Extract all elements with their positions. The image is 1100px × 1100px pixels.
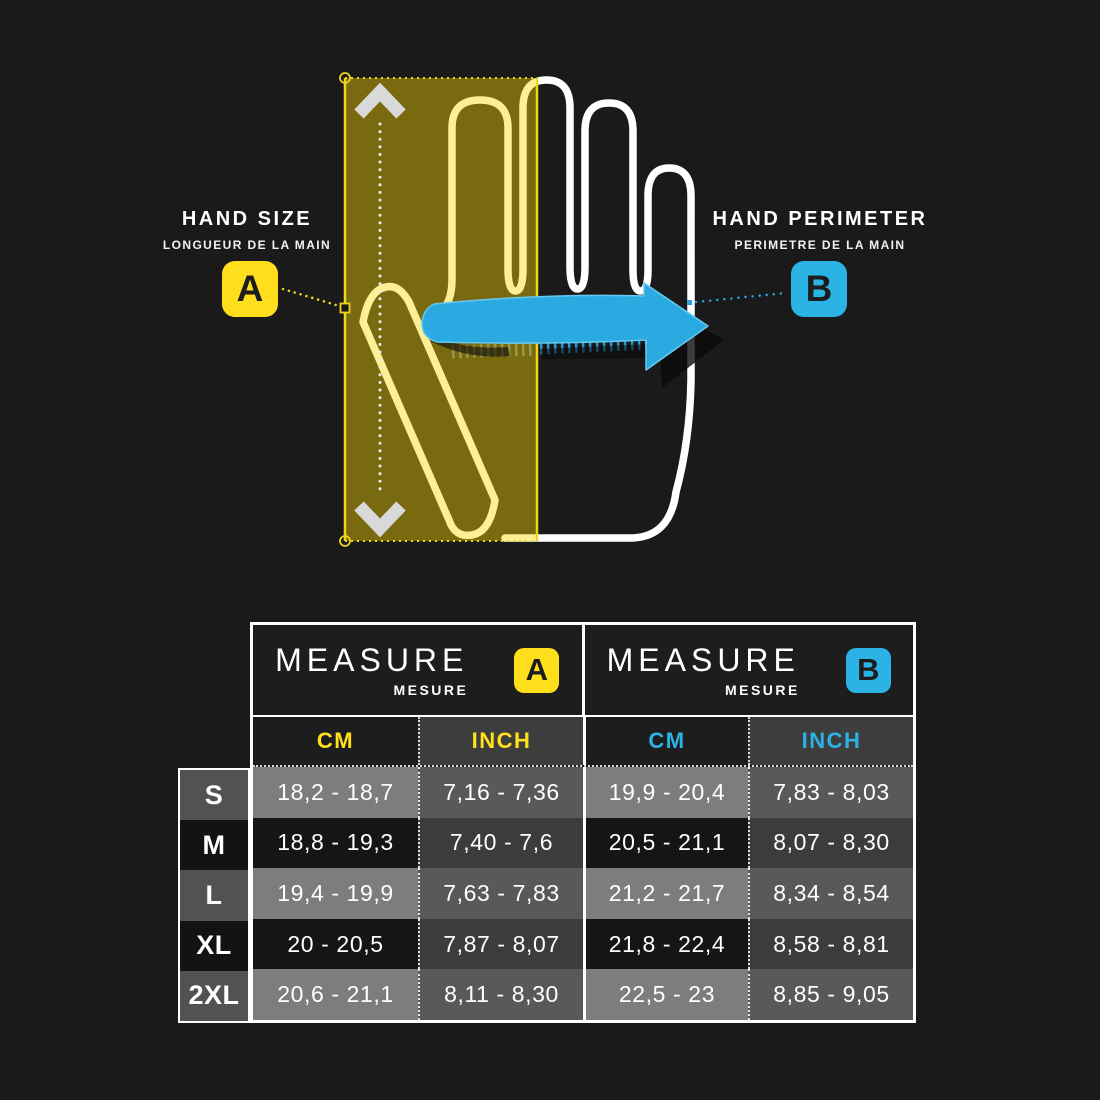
measure-b-badge: B xyxy=(791,261,847,317)
cell-a-cm: 19,4 - 19,9 xyxy=(253,868,418,919)
cell-b-inch: 8,58 - 8,81 xyxy=(748,918,913,970)
hand-size-subtitle: LONGUEUR DE LA MAIN xyxy=(162,238,332,252)
hand-length-measure-line xyxy=(354,82,406,538)
column-header-cm-b: CM xyxy=(583,717,748,765)
measure-header-row: MEASURE MESURE A MEASURE MESURE B xyxy=(253,625,913,717)
cell-b-inch: 8,85 - 9,05 xyxy=(748,969,913,1020)
measure-b-header-badge: B xyxy=(845,647,891,693)
glove-outline xyxy=(422,76,695,542)
size-label: 2XL xyxy=(180,970,248,1022)
table-row-l: 19,4 - 19,9 7,63 - 7,83 21,2 - 21,7 8,34… xyxy=(253,868,913,919)
cell-b-cm: 21,8 - 22,4 xyxy=(583,918,748,970)
cell-b-cm: 19,9 - 20,4 xyxy=(583,767,748,818)
hand-perimeter-label: HAND PERIMETER PERIMETRE DE LA MAIN xyxy=(690,208,950,252)
table-row-2xl: 20,6 - 21,1 8,11 - 8,30 22,5 - 23 8,85 -… xyxy=(253,969,913,1020)
measure-a-header: MEASURE MESURE A xyxy=(253,625,582,715)
unit-header-row: CM INCH CM INCH xyxy=(253,717,913,767)
measure-b-title: MEASURE xyxy=(606,642,800,678)
measure-b-subtitle: MESURE xyxy=(724,682,800,698)
cell-a-cm: 18,2 - 18,7 xyxy=(253,767,418,818)
size-table: S M L XL 2XL MEASURE MESURE A MEASURE M xyxy=(178,622,916,1023)
hand-size-title: HAND SIZE xyxy=(181,208,313,230)
size-label: L xyxy=(180,870,248,921)
table-row-m: 18,8 - 19,3 7,40 - 7,6 20,5 - 21,1 8,07 … xyxy=(253,817,913,869)
size-label-column: S M L XL 2XL xyxy=(178,768,250,1023)
size-label: S xyxy=(180,770,248,821)
cell-b-cm: 20,5 - 21,1 xyxy=(583,817,748,869)
cell-a-cm: 20 - 20,5 xyxy=(253,918,418,970)
measure-a-header-badge: A xyxy=(514,647,560,693)
measure-b-header: MEASURE MESURE B xyxy=(581,625,914,715)
glove-thumb-outline xyxy=(359,282,499,540)
measure-a-badge: A xyxy=(222,261,278,317)
arrow-up-icon xyxy=(354,82,406,119)
hand-measurement-illustration xyxy=(281,72,788,547)
size-label: M xyxy=(180,820,248,871)
cell-a-inch: 7,40 - 7,6 xyxy=(418,817,583,869)
size-label: XL xyxy=(180,920,248,971)
hand-perimeter-title: HAND PERIMETER xyxy=(712,208,928,230)
perimeter-arrow-icon xyxy=(421,282,709,371)
cell-b-inch: 8,07 - 8,30 xyxy=(748,817,913,869)
measure-a-subtitle: MESURE xyxy=(393,682,469,698)
hand-size-label: HAND SIZE LONGUEUR DE LA MAIN xyxy=(117,208,377,252)
column-header-cm-a: CM xyxy=(253,717,418,765)
cell-a-inch: 7,16 - 7,36 xyxy=(418,767,583,818)
cell-a-cm: 20,6 - 21,1 xyxy=(253,969,418,1020)
cell-a-inch: 8,11 - 8,30 xyxy=(418,969,583,1020)
cell-a-cm: 18,8 - 19,3 xyxy=(253,817,418,869)
cell-b-cm: 21,2 - 21,7 xyxy=(583,868,748,919)
hand-perimeter-subtitle: PERIMETRE DE LA MAIN xyxy=(734,238,906,252)
column-header-inch-b: INCH xyxy=(748,717,913,765)
table-row-s: 18,2 - 18,7 7,16 - 7,36 19,9 - 20,4 7,83… xyxy=(253,767,913,818)
badge-b-connector xyxy=(687,291,788,305)
cell-b-inch: 8,34 - 8,54 xyxy=(748,868,913,919)
measure-a-header-text: MEASURE MESURE xyxy=(275,642,468,698)
measure-a-title: MEASURE xyxy=(275,642,469,678)
table-row-xl: 20 - 20,5 7,87 - 8,07 21,8 - 22,4 8,58 -… xyxy=(253,918,913,970)
cell-b-inch: 7,83 - 8,03 xyxy=(748,767,913,818)
arrow-down-icon xyxy=(354,501,406,538)
measure-table: MEASURE MESURE A MEASURE MESURE B CM INC… xyxy=(250,622,916,1023)
cell-b-cm: 22,5 - 23 xyxy=(583,969,748,1020)
cell-a-inch: 7,63 - 7,83 xyxy=(418,868,583,919)
badge-a-connector xyxy=(281,287,338,307)
column-header-inch-a: INCH xyxy=(418,717,583,765)
measure-b-header-text: MEASURE MESURE xyxy=(607,642,800,698)
cell-a-inch: 7,87 - 8,07 xyxy=(418,918,583,970)
